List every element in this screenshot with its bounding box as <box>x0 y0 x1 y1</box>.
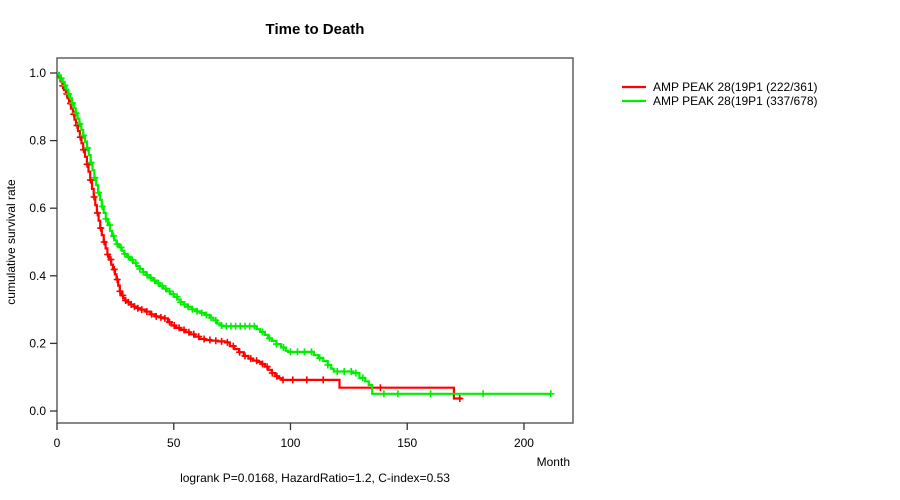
legend: AMP PEAK 28(19P1 (222/361) AMP PEAK 28(1… <box>622 80 818 108</box>
statistics-annotation: logrank P=0.0168, HazardRatio=1.2, C-ind… <box>180 471 450 485</box>
y-tick-label: 0.2 <box>29 336 46 350</box>
y-tick-label: 0.0 <box>29 404 46 418</box>
x-tick-label: 50 <box>167 436 181 450</box>
legend-label-red: AMP PEAK 28(19P1 (222/361) <box>653 80 818 94</box>
x-tick-label: 200 <box>514 436 534 450</box>
x-axis: 0 50 100 150 200 <box>54 423 534 450</box>
censor-marks-0 <box>59 82 464 402</box>
x-tick-label: 150 <box>397 436 417 450</box>
y-tick-label: 0.8 <box>29 134 46 148</box>
survival-curves <box>57 71 555 402</box>
chart-title: Time to Death <box>266 21 365 38</box>
y-axis-title: cumulative survival rate <box>4 179 18 305</box>
x-axis-title: Month <box>537 455 570 469</box>
y-tick-label: 0.6 <box>29 201 46 215</box>
censor-marks-1 <box>57 74 555 398</box>
survival-curve-1 <box>57 71 551 395</box>
legend-label-green: AMP PEAK 28(19P1 (337/678) <box>653 94 818 108</box>
x-tick-label: 100 <box>280 436 300 450</box>
y-axis: 0.0 0.2 0.4 0.6 0.8 1.0 <box>29 66 57 418</box>
x-tick-label: 0 <box>54 436 61 450</box>
plot-box <box>56 57 574 424</box>
survival-curve-0 <box>57 71 463 400</box>
y-tick-label: 1.0 <box>29 66 46 80</box>
y-tick-label: 0.4 <box>29 269 46 283</box>
